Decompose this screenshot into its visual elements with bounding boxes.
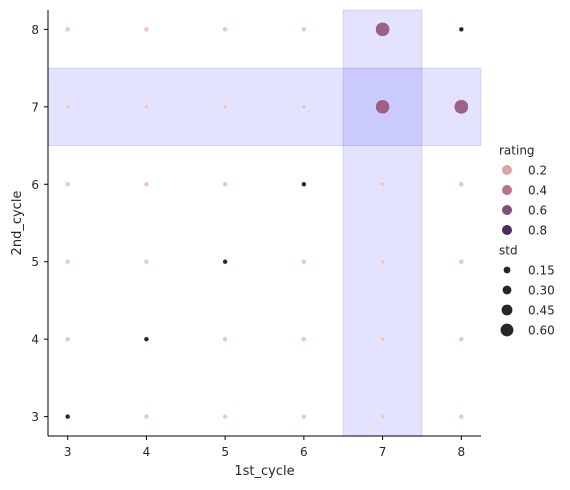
data-point [458, 26, 464, 32]
x-tick-label: 7 [379, 445, 387, 459]
legend-size-marker [503, 266, 511, 274]
data-point [143, 259, 150, 265]
axes: 3 4 5 6 7 8 3 4 5 6 7 8 [31, 10, 481, 459]
highlight-band-y [47, 67, 482, 147]
x-tick-label: 8 [457, 445, 465, 459]
legend-hue-label: 0.4 [528, 184, 547, 198]
y-axis-label: 2nd_cycle [10, 191, 25, 256]
highlight-band-x [342, 9, 423, 437]
y-tick-label: 7 [31, 100, 39, 114]
data-point [301, 181, 307, 187]
x-tick-label: 6 [300, 445, 308, 459]
legend-size-label: 0.15 [528, 264, 555, 278]
data-point [301, 259, 307, 265]
y-tick-label: 4 [31, 333, 39, 347]
data-point [375, 99, 390, 115]
data-point [143, 414, 150, 420]
data-point [458, 181, 464, 187]
data-point [222, 414, 228, 420]
highlight-bands [47, 9, 482, 437]
legend-size-title: std [499, 244, 518, 258]
data-point [143, 104, 150, 110]
data-point [65, 414, 71, 420]
data-point [65, 336, 71, 342]
legend-hue-marker [502, 165, 512, 175]
x-tick-label: 3 [64, 445, 72, 459]
data-point [222, 26, 228, 32]
data-point [222, 336, 228, 342]
data-point [458, 259, 464, 265]
legend-size-marker [501, 304, 513, 316]
legend-hue-title: rating [499, 144, 535, 158]
x-tick-label: 4 [143, 445, 151, 459]
data-point [143, 26, 150, 32]
data-point [301, 104, 307, 110]
data-point [143, 336, 150, 342]
data-point [379, 336, 386, 342]
data-point [222, 181, 228, 187]
data-point [301, 26, 307, 32]
data-point [143, 181, 150, 187]
legend-size-marker [502, 285, 512, 295]
data-points [65, 22, 469, 420]
legend-size-label: 0.60 [528, 324, 555, 338]
data-point [301, 414, 307, 420]
data-point [65, 259, 71, 265]
data-point [222, 104, 228, 110]
data-point [453, 99, 469, 115]
data-point [379, 259, 386, 265]
legend-size-marker [500, 323, 514, 337]
legend-hue-marker [502, 185, 512, 195]
legend-hue-marker [502, 205, 512, 215]
data-point [458, 336, 464, 342]
legend-hue-label: 0.2 [528, 164, 547, 178]
legend-size-label: 0.30 [528, 284, 555, 298]
legend-hue-label: 0.6 [528, 204, 547, 218]
y-tick-label: 6 [31, 178, 39, 192]
data-point [301, 336, 307, 342]
data-point [65, 104, 71, 110]
data-point [458, 414, 464, 420]
legend-hue-label: 0.8 [528, 224, 547, 238]
legend-hue-marker [502, 225, 512, 235]
data-point [375, 22, 390, 37]
legend: rating 0.2 0.4 0.6 0.8 std 0.15 0.30 0.45 0.60 [499, 144, 555, 338]
data-point [65, 26, 71, 32]
x-tick-label: 5 [221, 445, 229, 459]
data-point [379, 414, 386, 420]
legend-size-label: 0.45 [528, 304, 555, 318]
x-axis-label: 1st_cycle [234, 464, 294, 479]
data-point [379, 181, 386, 187]
y-tick-label: 5 [31, 255, 39, 269]
data-point [222, 259, 228, 265]
y-tick-label: 3 [31, 410, 39, 424]
data-point [65, 181, 71, 187]
y-tick-label: 8 [31, 23, 39, 37]
